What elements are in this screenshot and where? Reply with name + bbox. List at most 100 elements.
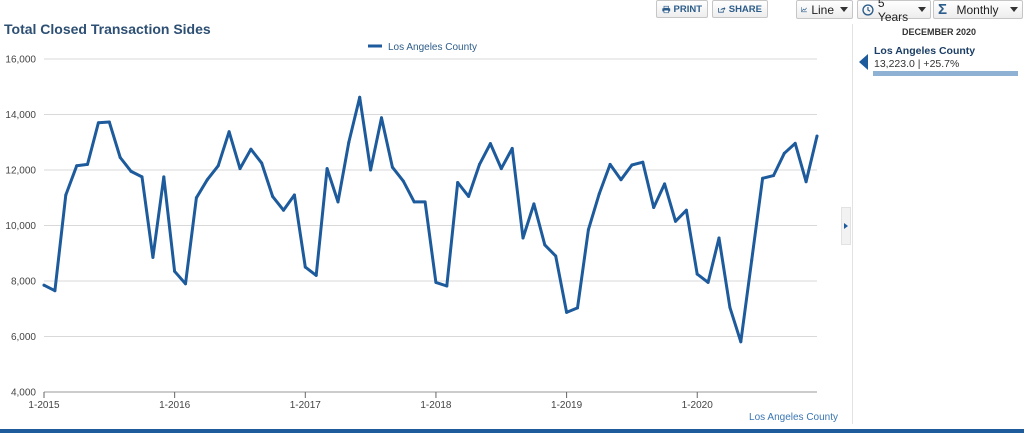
data-point[interactable]	[674, 219, 677, 223]
data-point[interactable]	[597, 192, 601, 196]
data-point[interactable]	[761, 176, 765, 180]
data-point[interactable]	[347, 140, 351, 144]
data-point[interactable]	[565, 310, 569, 314]
data-point[interactable]	[706, 280, 710, 284]
data-point[interactable]	[488, 142, 492, 146]
data-point[interactable]	[369, 168, 373, 172]
data-point[interactable]	[695, 272, 699, 276]
data-point[interactable]	[86, 162, 89, 166]
data-point[interactable]	[608, 162, 612, 166]
data-point[interactable]	[314, 273, 318, 277]
chevron-right-icon	[844, 223, 848, 229]
data-point[interactable]	[739, 340, 743, 344]
data-point[interactable]	[140, 175, 144, 179]
data-point[interactable]	[42, 283, 46, 287]
data-point[interactable]	[510, 146, 514, 150]
share-icon	[718, 6, 726, 13]
detail-series-name: Los Angeles County	[874, 45, 976, 57]
data-point[interactable]	[260, 161, 264, 165]
bottom-strip	[0, 429, 1024, 433]
data-point[interactable]	[358, 95, 362, 99]
data-point[interactable]	[684, 208, 688, 212]
x-tick-label: 1-2018	[420, 400, 452, 411]
data-point[interactable]	[325, 167, 329, 171]
data-point[interactable]	[772, 174, 775, 178]
data-point[interactable]	[804, 180, 808, 184]
data-point[interactable]	[129, 169, 133, 173]
data-point[interactable]	[249, 147, 253, 151]
data-point[interactable]	[521, 236, 525, 240]
period-value: Monthly	[956, 2, 999, 17]
data-point[interactable]	[554, 254, 558, 258]
chevron-down-icon	[918, 7, 926, 12]
detail-date: DECEMBER 2020	[901, 27, 977, 37]
data-point[interactable]	[434, 280, 438, 284]
data-point[interactable]	[271, 194, 275, 198]
y-tick-label: 14,000	[5, 110, 36, 121]
data-point[interactable]	[118, 156, 122, 159]
data-point[interactable]	[412, 200, 416, 204]
data-point[interactable]	[532, 202, 536, 206]
chevron-down-icon	[840, 7, 848, 12]
data-point[interactable]	[717, 236, 721, 240]
data-point[interactable]	[238, 167, 242, 171]
series-line-los-angeles-county[interactable]	[42, 95, 819, 344]
data-point[interactable]	[75, 164, 79, 168]
legend-label: Los Angeles County	[388, 42, 477, 53]
y-tick-label: 12,000	[5, 166, 36, 177]
data-point[interactable]	[478, 162, 481, 166]
data-point[interactable]	[194, 196, 198, 200]
data-point[interactable]	[336, 200, 340, 204]
data-point[interactable]	[793, 141, 797, 145]
chart-legend[interactable]: Los Angeles County	[368, 42, 477, 53]
data-point[interactable]	[586, 228, 590, 232]
share-button[interactable]: SHARE	[712, 0, 768, 18]
data-point[interactable]	[151, 255, 155, 259]
x-tick-label: 1-2016	[159, 400, 191, 411]
data-point[interactable]	[96, 121, 100, 125]
data-point[interactable]	[173, 269, 177, 273]
data-point[interactable]	[456, 181, 460, 184]
data-point[interactable]	[216, 164, 220, 168]
data-point[interactable]	[227, 130, 231, 134]
data-point[interactable]	[782, 151, 786, 155]
data-point[interactable]	[445, 284, 449, 288]
data-point[interactable]	[162, 175, 166, 179]
data-point[interactable]	[619, 178, 623, 182]
y-tick-label: 4,000	[11, 388, 36, 399]
data-point[interactable]	[750, 258, 754, 262]
x-tick-label: 1-2017	[290, 400, 322, 411]
data-point[interactable]	[390, 165, 394, 169]
share-label: SHARE	[728, 3, 762, 15]
line-chart: 4,000 6,000 8,000 10,000 12,000 14,000 16,000 1…	[5, 42, 838, 423]
data-point[interactable]	[53, 289, 57, 293]
chart-type-select[interactable]: Line	[796, 0, 853, 19]
data-point[interactable]	[576, 306, 579, 310]
data-point[interactable]	[380, 116, 383, 120]
data-point[interactable]	[107, 120, 111, 124]
data-point[interactable]	[205, 178, 209, 182]
range-select[interactable]: 5 Years	[857, 0, 931, 24]
data-point[interactable]	[401, 179, 405, 183]
data-point[interactable]	[467, 194, 471, 198]
data-point[interactable]	[641, 160, 645, 164]
data-point[interactable]	[282, 208, 285, 212]
print-button[interactable]: PRINT	[656, 0, 708, 18]
data-point[interactable]	[630, 163, 634, 167]
data-point[interactable]	[303, 265, 307, 269]
data-point[interactable]	[543, 243, 547, 247]
data-point[interactable]	[728, 305, 732, 309]
x-tick-label: 1-2015	[28, 400, 60, 411]
data-point[interactable]	[663, 182, 667, 186]
data-point[interactable]	[292, 193, 296, 197]
panel-collapse-toggle[interactable]	[841, 207, 851, 245]
data-point[interactable]	[815, 134, 819, 138]
data-point[interactable]	[184, 282, 187, 286]
data-point[interactable]	[499, 167, 503, 171]
data-point[interactable]	[652, 206, 656, 209]
period-select[interactable]: Σ Monthly	[933, 0, 1023, 19]
data-point[interactable]	[64, 193, 68, 197]
y-tick-label: 10,000	[5, 221, 36, 232]
data-point[interactable]	[423, 200, 427, 204]
chart-source-label: Los Angeles County	[749, 412, 838, 423]
